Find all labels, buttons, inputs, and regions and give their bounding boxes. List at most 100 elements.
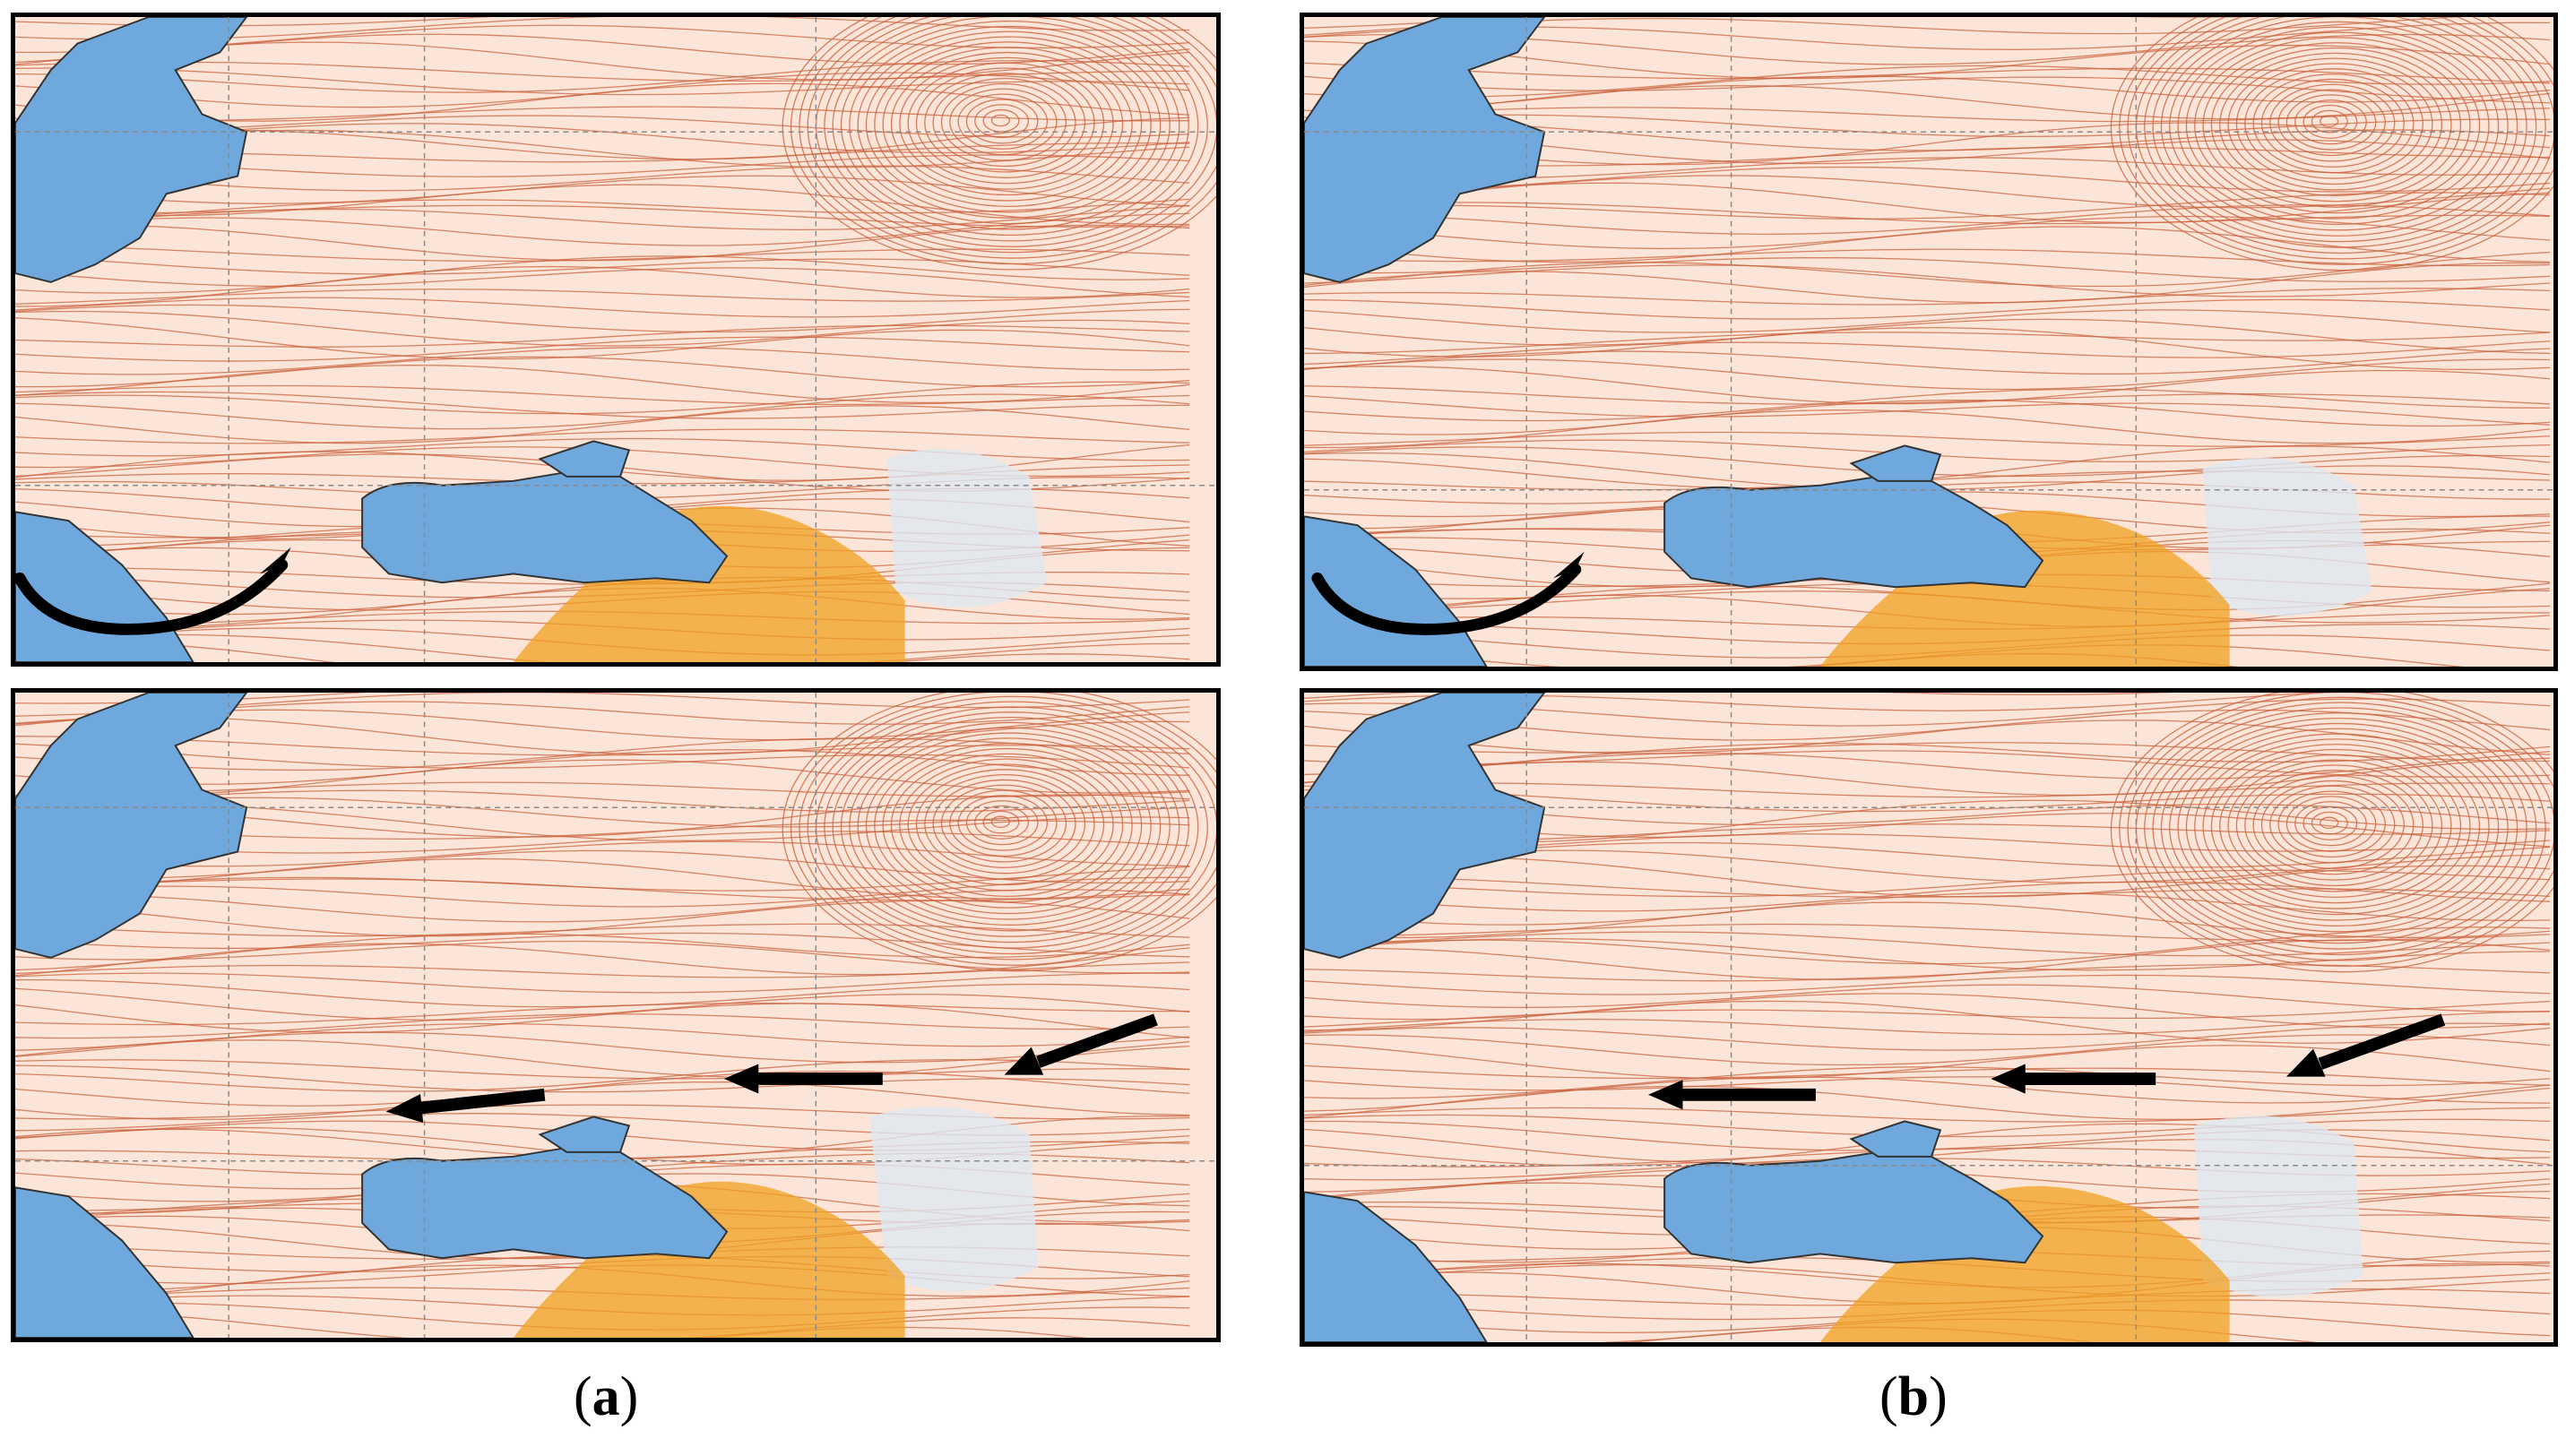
- cyclone-ring: [2302, 806, 2358, 840]
- streamline: [15, 866, 1190, 892]
- cyclone-ring: [915, 67, 1095, 178]
- cyclone-ring: [2127, 17, 2553, 260]
- black-sea: [361, 470, 729, 584]
- baltic-sea: [15, 17, 248, 283]
- streamline: [15, 428, 1190, 444]
- flow-arrows: [385, 1013, 1158, 1124]
- streamline: [15, 972, 1190, 994]
- cyclone-ring: [857, 732, 1162, 920]
- cyclone-ring: [940, 784, 1067, 863]
- map-panel-b-top: [1300, 13, 2558, 671]
- streamline: [1304, 1085, 2551, 1121]
- streamline: [1304, 62, 2551, 84]
- cyclone-ring: [2110, 693, 2553, 973]
- caucasus-highland: [513, 1181, 905, 1338]
- streamline: [1304, 202, 2551, 225]
- streamline: [15, 857, 1190, 900]
- streamline: [15, 384, 1190, 406]
- cyclone-ring: [2210, 748, 2462, 904]
- flow-arrow-east: [1036, 1013, 1158, 1068]
- streamline: [1304, 892, 2551, 926]
- caption-b-letter: b: [1897, 1366, 1930, 1427]
- streamline: [1304, 318, 2551, 355]
- cyclone-ring: [2311, 109, 2348, 134]
- cyclone-ring: [2152, 17, 2527, 243]
- cyclone-ring: [990, 114, 1010, 127]
- sea-of-azov: [538, 440, 631, 478]
- streamline: [15, 405, 1190, 444]
- cyclone-ring: [874, 41, 1143, 208]
- streamline: [1304, 409, 2551, 449]
- cyclone-ring: [2252, 774, 2415, 875]
- streamline: [1304, 1034, 2551, 1066]
- sea-of-azov: [1849, 444, 1942, 482]
- cyclone-ring: [2177, 26, 2500, 226]
- streamline: [15, 1031, 1190, 1064]
- cyclone-ring: [2244, 68, 2423, 179]
- streamline: [1304, 400, 2551, 435]
- streamline: [1304, 1066, 2551, 1099]
- baltic-sea: [1304, 693, 1546, 959]
- streamline: [15, 67, 1190, 96]
- streamline: [15, 1318, 1087, 1338]
- cyclone-ring: [2285, 94, 2377, 151]
- calm-zone: [868, 1107, 1039, 1292]
- cyclone-ring: [2110, 17, 2553, 271]
- streamline: [1304, 264, 2551, 297]
- streamline: [1304, 869, 2551, 898]
- streamline: [15, 933, 1190, 971]
- streamline: [15, 255, 1190, 294]
- cyclone-ring: [807, 701, 1216, 955]
- cyclone-ring: [824, 17, 1199, 242]
- caption-b-close-paren: ): [1929, 1366, 1948, 1427]
- streamline: [15, 297, 1190, 318]
- streamline: [15, 393, 1190, 430]
- streamline: [15, 244, 1190, 263]
- flow-arrow-east: [2318, 1013, 2446, 1070]
- cyclone-ring: [982, 810, 1020, 834]
- cyclone-ring: [790, 693, 1216, 966]
- streamline: [1304, 782, 2551, 798]
- streamline: [1304, 984, 2551, 1012]
- cyclone-ring: [865, 737, 1152, 915]
- streamline: [15, 889, 1190, 923]
- cyclone-ring: [865, 36, 1152, 213]
- cyclone-ring: [965, 99, 1039, 144]
- streamline: [15, 356, 1190, 388]
- streamline: [15, 1059, 1190, 1080]
- flow-arrow-west: [419, 1088, 546, 1115]
- streamline: [1304, 332, 2551, 355]
- cyclone-ring: [2185, 31, 2490, 220]
- streamline-map: [15, 693, 1216, 1338]
- flow-arrow-middle-head: [723, 1064, 759, 1094]
- streamline: [15, 310, 1190, 347]
- cyclone-ring: [807, 17, 1216, 254]
- cyclone-ring: [2269, 83, 2396, 162]
- caption-b-open-paren: (: [1879, 1366, 1898, 1427]
- cyclone-ring: [2260, 78, 2405, 168]
- streamline: [1304, 85, 2551, 122]
- black-sea: [1663, 1150, 2044, 1264]
- streamline: [1304, 192, 2551, 220]
- streamline: [1304, 366, 2551, 405]
- cyclone-ring: [799, 695, 1216, 961]
- cyclone-ring: [790, 17, 1216, 265]
- streamline: [15, 876, 1190, 908]
- streamline: [1304, 309, 2551, 333]
- cyclone-ring: [2169, 21, 2509, 231]
- cyclone-ring: [2202, 744, 2471, 909]
- cyclone-ring: [2144, 17, 2537, 248]
- cyclone-ring: [965, 800, 1039, 846]
- streamline: [1304, 204, 2551, 235]
- cyclone-ring: [2294, 99, 2367, 145]
- cyclone-ring: [782, 17, 1216, 271]
- cyclone-ring: [2320, 816, 2339, 830]
- streamline: [1304, 757, 2551, 797]
- caucasus-highland: [513, 505, 905, 662]
- streamline-map: [15, 17, 1216, 662]
- streamline: [1304, 215, 2551, 250]
- cyclone-ring: [2269, 785, 2396, 864]
- streamline: [1304, 993, 2551, 1029]
- streamline: [15, 324, 1190, 348]
- cyclone-ring: [932, 78, 1076, 168]
